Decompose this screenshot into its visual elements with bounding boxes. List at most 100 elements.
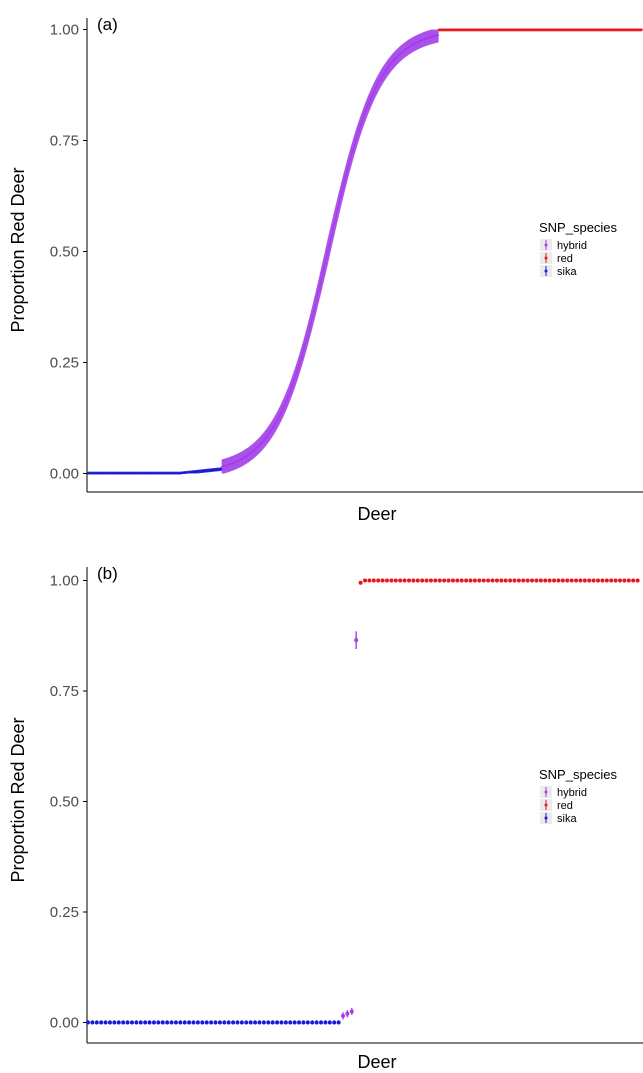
point-sika xyxy=(314,1020,319,1025)
point-red xyxy=(358,580,363,585)
point-sika xyxy=(195,1020,200,1025)
point-sika xyxy=(253,1020,258,1025)
point-red xyxy=(574,578,579,583)
y-tick-label: 0.25 xyxy=(50,904,79,921)
point-red xyxy=(415,578,420,583)
point-red xyxy=(499,578,504,583)
point-red xyxy=(450,578,455,583)
x-axis-title: Deer xyxy=(357,1052,396,1072)
point-sika xyxy=(209,1020,214,1025)
point-red xyxy=(398,578,403,583)
point-sika xyxy=(266,1020,271,1025)
point-sika xyxy=(213,1020,218,1025)
point-sika xyxy=(275,1020,280,1025)
y-tick-label: 0.50 xyxy=(50,244,79,261)
point-red xyxy=(393,578,398,583)
point-red xyxy=(591,578,596,583)
legend-title: SNP_species xyxy=(539,767,618,782)
point-sika xyxy=(332,1020,337,1025)
point-sika xyxy=(200,1020,205,1025)
point-red xyxy=(459,578,464,583)
point-red xyxy=(490,578,495,583)
legend-key-point xyxy=(544,790,548,794)
point-red xyxy=(424,578,429,583)
point-sika xyxy=(204,1020,209,1025)
legend-key-point xyxy=(544,256,548,260)
point-red xyxy=(468,578,473,583)
point-sika xyxy=(182,1020,187,1025)
point-red xyxy=(437,578,442,583)
point-sika xyxy=(191,1020,196,1025)
point-red xyxy=(455,578,460,583)
point-red xyxy=(472,578,477,583)
panel-b: 0.00 0.25 0.50 0.75 1.00 Deer Proportion Red D… xyxy=(8,564,643,1072)
y-tick-label: 0.50 xyxy=(50,794,79,811)
point-red xyxy=(534,578,539,583)
point-red xyxy=(376,578,381,583)
point-red xyxy=(503,578,508,583)
y-axis-title: Proportion Red Deer xyxy=(8,167,28,332)
point-red xyxy=(525,578,530,583)
point-sika xyxy=(173,1020,178,1025)
legend-key-point xyxy=(544,269,548,273)
point-sika xyxy=(134,1020,139,1025)
point-sika xyxy=(244,1020,249,1025)
point-red xyxy=(512,578,517,583)
point-red xyxy=(508,578,513,583)
point-hybrid xyxy=(437,34,440,37)
point-sika xyxy=(279,1020,284,1025)
point-red xyxy=(521,578,526,583)
point-sika xyxy=(319,1020,324,1025)
point-sika xyxy=(297,1020,302,1025)
point-sika xyxy=(305,1020,310,1025)
point-red xyxy=(477,578,482,583)
point-red xyxy=(442,578,447,583)
point-red xyxy=(371,578,376,583)
legend-label-red: red xyxy=(557,253,573,265)
panel-label: (a) xyxy=(97,15,118,34)
point-sika xyxy=(94,1020,99,1025)
point-red xyxy=(516,578,521,583)
y-tick-label: 1.00 xyxy=(50,573,79,590)
point-sika xyxy=(125,1020,130,1025)
panel-label: (b) xyxy=(97,564,118,583)
point-red xyxy=(618,578,623,583)
point-sika xyxy=(143,1020,148,1025)
point-red xyxy=(538,578,543,583)
point-hybrid xyxy=(341,1013,346,1018)
point-hybrid xyxy=(354,638,359,643)
point-red xyxy=(600,578,605,583)
point-red xyxy=(626,578,631,583)
data-points xyxy=(87,28,643,475)
point-sika xyxy=(178,1020,183,1025)
point-red xyxy=(560,578,565,583)
point-red xyxy=(604,578,609,583)
point-sika xyxy=(147,1020,152,1025)
point-red xyxy=(641,28,643,31)
point-sika xyxy=(288,1020,293,1025)
point-red xyxy=(411,578,416,583)
point-red xyxy=(631,578,636,583)
point-red xyxy=(380,578,385,583)
y-tick-label: 0.25 xyxy=(50,355,79,372)
point-sika xyxy=(235,1020,240,1025)
point-sika xyxy=(112,1020,117,1025)
point-sika xyxy=(121,1020,126,1025)
point-red xyxy=(363,578,367,583)
point-hybrid xyxy=(349,1009,354,1014)
point-sika xyxy=(292,1020,297,1025)
legend-key-point xyxy=(544,803,548,807)
point-sika xyxy=(226,1020,231,1025)
point-sika xyxy=(239,1020,244,1025)
point-red xyxy=(406,578,411,583)
point-sika xyxy=(231,1020,236,1025)
point-red xyxy=(494,578,499,583)
point-sika xyxy=(257,1020,262,1025)
point-red xyxy=(547,578,552,583)
point-sika xyxy=(283,1020,288,1025)
point-hybrid xyxy=(345,1011,350,1016)
point-sika xyxy=(310,1020,315,1025)
